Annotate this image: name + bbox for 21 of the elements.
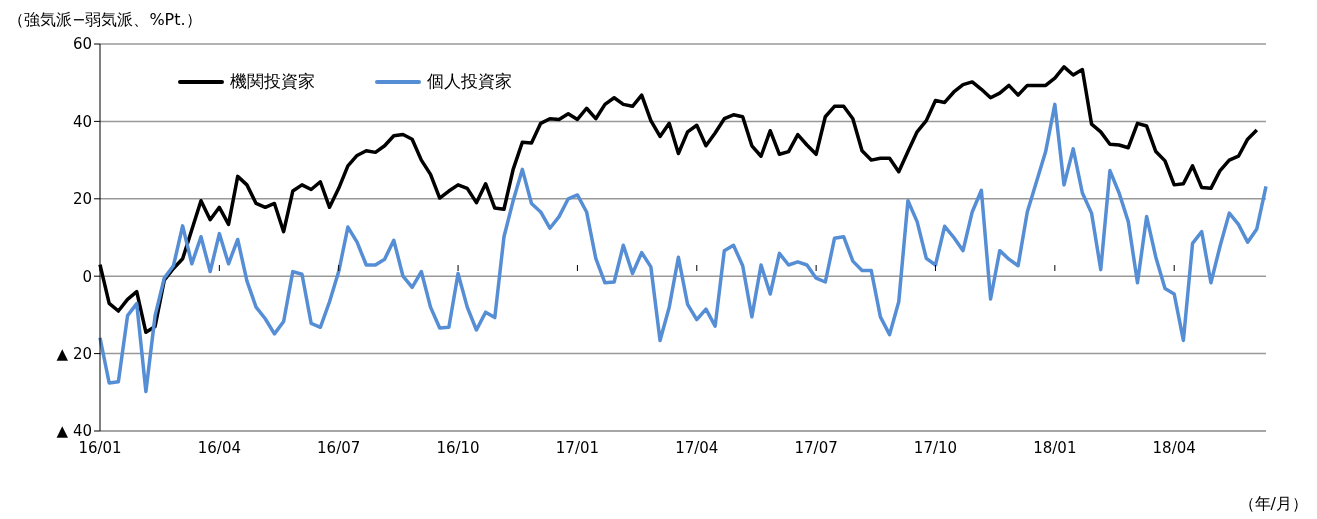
y-axis-title: （強気派−弱気派、%Pt.） — [8, 10, 202, 29]
x-tick-label: 17/10 — [913, 439, 958, 457]
x-tick-label: 16/10 — [436, 439, 480, 457]
line-series — [98, 102, 1268, 394]
x-tick-label: 18/04 — [1152, 439, 1196, 457]
y-tick-label: ▲ 40 — [56, 422, 92, 441]
y-tick-label: 60 — [72, 35, 92, 54]
x-axis-title: （年/月） — [1238, 494, 1308, 513]
x-tick-label: 16/07 — [317, 439, 361, 457]
x-tick-label: 17/04 — [675, 439, 719, 457]
legend-label: 個人投資家 — [427, 70, 512, 93]
y-tick-label: 40 — [72, 112, 92, 131]
x-tick-label: 18/01 — [1033, 439, 1077, 457]
x-tick-label: 16/01 — [78, 439, 122, 457]
legend-label: 機関投資家 — [230, 70, 315, 93]
x-tick-label: 16/04 — [197, 439, 241, 457]
x-tick-label: 17/01 — [555, 439, 600, 457]
y-tick-label: 0 — [82, 267, 92, 286]
y-tick-label: 20 — [72, 190, 92, 209]
x-tick-label: 17/07 — [794, 439, 838, 457]
y-tick-label: ▲ 20 — [56, 344, 92, 363]
